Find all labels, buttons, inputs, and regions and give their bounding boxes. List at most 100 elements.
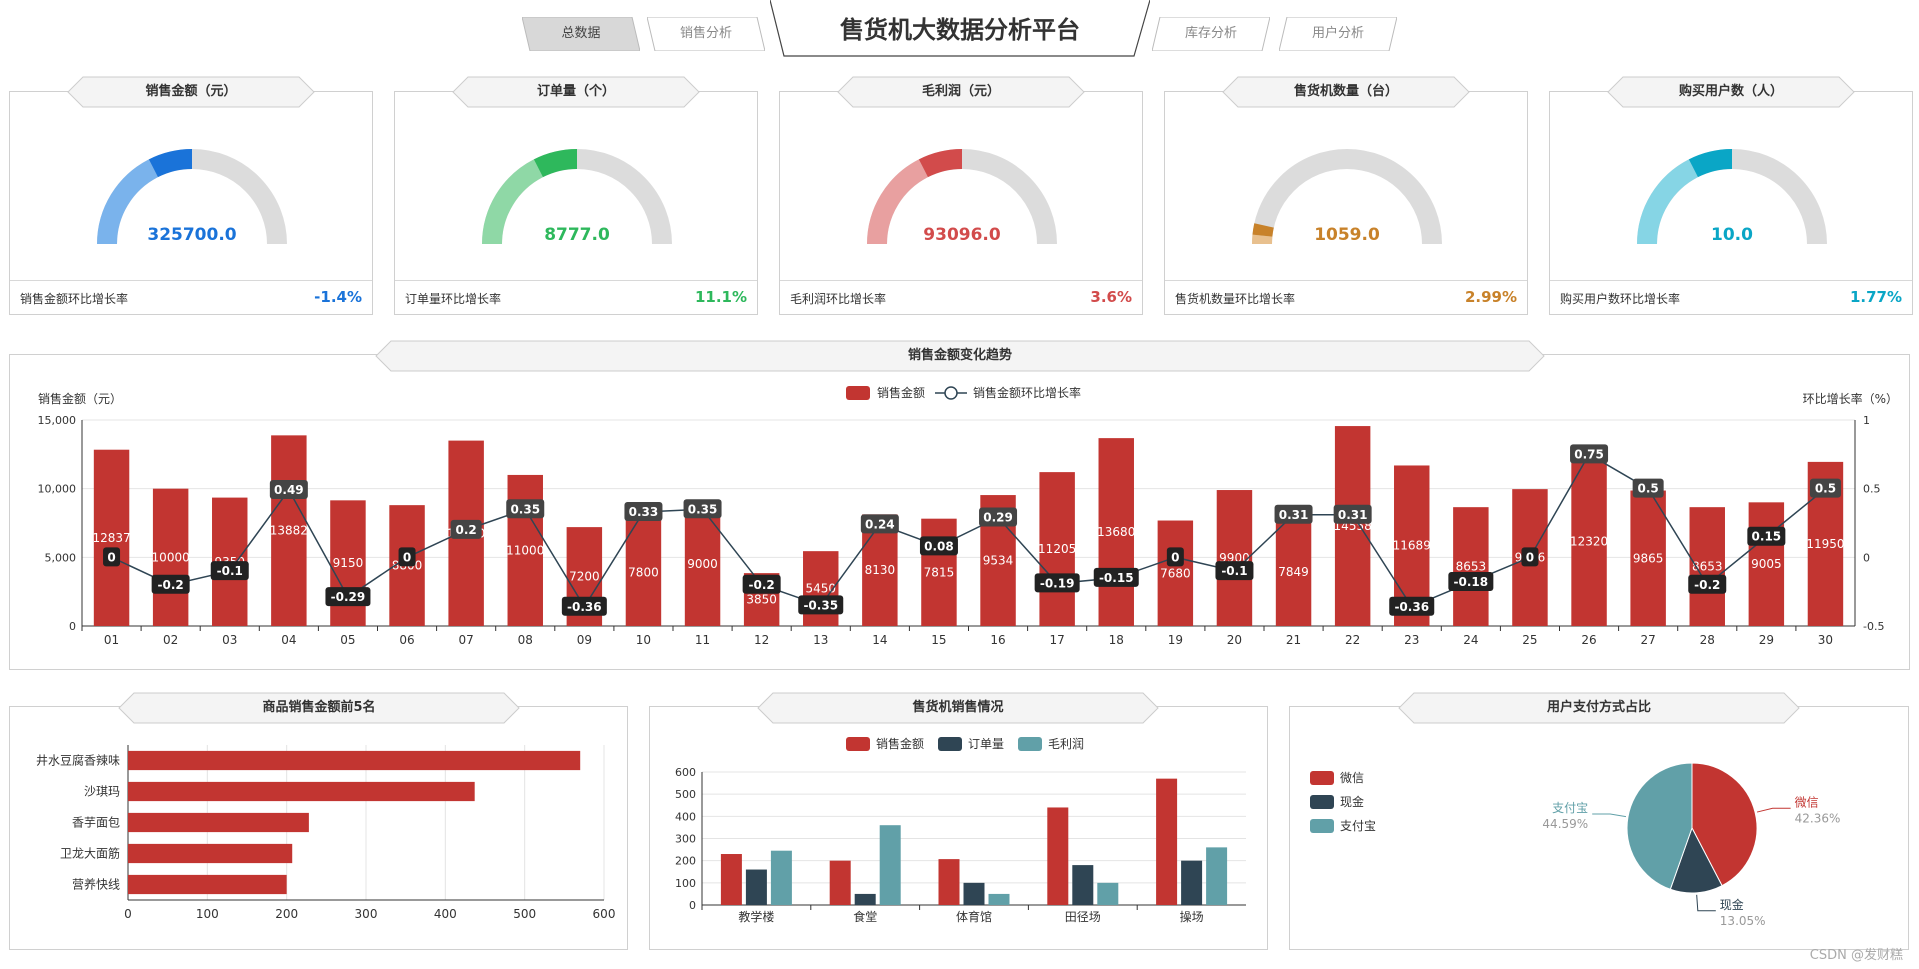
x-tick-label: 400 [434,907,457,921]
pie-label-line [1696,894,1716,912]
sales-bar-label: 8653 [1692,560,1723,574]
gauge-progress-light [482,159,544,245]
payment-panel-title: 用户支付方式占比 [1398,692,1800,724]
top5-products-chart: 0 100 200 300 400 500 600 井水豆腐香辣味沙琪玛香芋面包卫龙大面筋营养… [36,745,615,921]
machines-bar [854,893,876,905]
growth-label-bg [1274,504,1313,524]
x-tick-label: 21 [1286,633,1301,647]
kpi-panel-title: 售货机数量（台） [1222,76,1470,108]
kpi-gauge: 1059.0 [1252,149,1442,245]
kpi-growth-label: 售货机数量环比增长率 [1175,292,1296,306]
growth-label-bg [103,547,121,567]
x-tick-label: 01 [104,633,119,647]
top5-category-label: 卫龙大面筋 [60,846,120,861]
growth-point-label: 0.08 [924,539,954,553]
y-tick-label: 300 [675,833,696,846]
x-tick-label: 14 [872,633,887,647]
sales-bar-label: 13680 [1097,525,1135,539]
growth-label-bg [1809,478,1841,498]
x-tick-label: 23 [1404,633,1419,647]
sales-trend-chart: 0 5,000 10,000 15,000 -0.5 0 0.5 1 销售金额（元） 环比增长率（… [38,385,1899,647]
kpi-footer: 购买用户数环比增长率 1.77% [1550,280,1912,314]
sales-bar-label: 9534 [983,554,1014,568]
y2-tick-label: 0 [1863,551,1870,564]
sales-bar-label: 12837 [92,531,130,545]
y2-tick-label: 0.5 [1863,483,1881,496]
sales-bar-label: 5450 [805,582,836,596]
x-tick-label: 田径场 [1065,910,1101,924]
growth-point-label: 0.31 [1338,508,1368,522]
kpi-growth-value: 3.6% [1090,288,1132,306]
growth-point-label: -0.36 [1394,600,1429,614]
growth-point-label: -0.15 [1099,571,1134,585]
sales-bar [271,435,307,626]
top5-panel-title-text: 商品销售金额前5名 [262,700,376,715]
kpi-footer: 毛利润环比增长率 3.6% [780,280,1142,314]
sales-bar-label: 9865 [1633,551,1664,565]
gauge-progress [1252,223,1274,237]
y-tick-label: 10,000 [38,483,77,496]
growth-label-bg [979,507,1018,527]
growth-label-bg [210,561,249,581]
kpi-title-text: 订单量（个） [536,84,615,99]
y-tick-label: 500 [675,788,696,801]
y-tick-label: 200 [675,855,696,868]
x-tick-label: 17 [1050,633,1065,647]
top5-bar [128,812,309,833]
kpi-growth-value: -1.4% [314,288,362,306]
x-tick-label: 22 [1345,633,1360,647]
legend-swatch [938,737,962,751]
kpi-value: 1059.0 [1314,225,1380,245]
kpi-footer: 销售金额环比增长率 -1.4% [10,280,372,314]
x-tick-label: 教学楼 [738,909,774,924]
y-tick-label: 0 [689,899,696,912]
growth-point-label: -0.18 [1454,575,1489,589]
tab-overview[interactable]: 总数据 [522,17,640,51]
machines-bar [1206,847,1228,905]
growth-point-label: -0.36 [567,600,602,614]
growth-point-label: 0.24 [865,517,895,531]
trend-panel-title-text: 销售金额变化趋势 [907,348,1012,363]
growth-point-label: 0.49 [274,483,304,497]
growth-point-label: 0.15 [1752,530,1782,544]
growth-point-label: -0.19 [1040,576,1075,590]
trend-legend: 销售金额 销售金额环比增长率 [846,385,1081,400]
tab-inventory-analysis[interactable]: 库存分析 [1152,17,1270,51]
x-tick-label: 27 [1641,633,1656,647]
gauge-progress-light [1637,159,1699,245]
y-tick-label: 400 [675,810,696,823]
legend-swatch [1310,771,1334,785]
kpi-gauge: 10.0 [1637,149,1827,245]
x-tick-label: 06 [399,633,414,647]
sales-bar [1216,490,1253,626]
kpi-value: 93096.0 [923,225,1001,245]
sales-bar [625,518,662,626]
x-tick-label: 29 [1759,633,1774,647]
legend-marker-growth [944,386,958,400]
y2-axis-title: 环比增长率（%） [1803,391,1898,406]
growth-point-label: 0.33 [629,505,659,519]
sales-bar-label: 7800 [628,565,659,579]
sales-bar [1334,426,1371,626]
sales-bar-label: 7849 [1278,565,1309,579]
machines-bar [770,850,792,905]
kpi-footer: 售货机数量环比增长率 2.99% [1165,280,1527,314]
sales-bar-label: 9005 [1751,557,1782,571]
machines-panel-title-text: 售货机销售情况 [912,700,1004,715]
growth-point-label: 0.35 [510,502,540,516]
growth-point-label: 0 [403,550,411,564]
gauge-progress [918,149,963,178]
gauge-progress-light [867,159,929,245]
legend-label: 订单量 [968,737,1004,751]
kpi-panel-title: 销售金额（元） [67,76,315,108]
growth-label-bg [325,587,371,607]
growth-label-bg [561,596,607,616]
tab-user-analysis[interactable]: 用户分析 [1279,17,1397,51]
x-tick-label: 食堂 [853,909,877,924]
top5-category-label: 香芋面包 [72,816,120,830]
kpi-value: 10.0 [1711,225,1753,245]
x-tick-label: 16 [990,633,1005,647]
x-tick-label: 09 [577,633,592,647]
growth-label-bg [624,502,663,522]
tab-sales-analysis[interactable]: 销售分析 [647,17,765,51]
